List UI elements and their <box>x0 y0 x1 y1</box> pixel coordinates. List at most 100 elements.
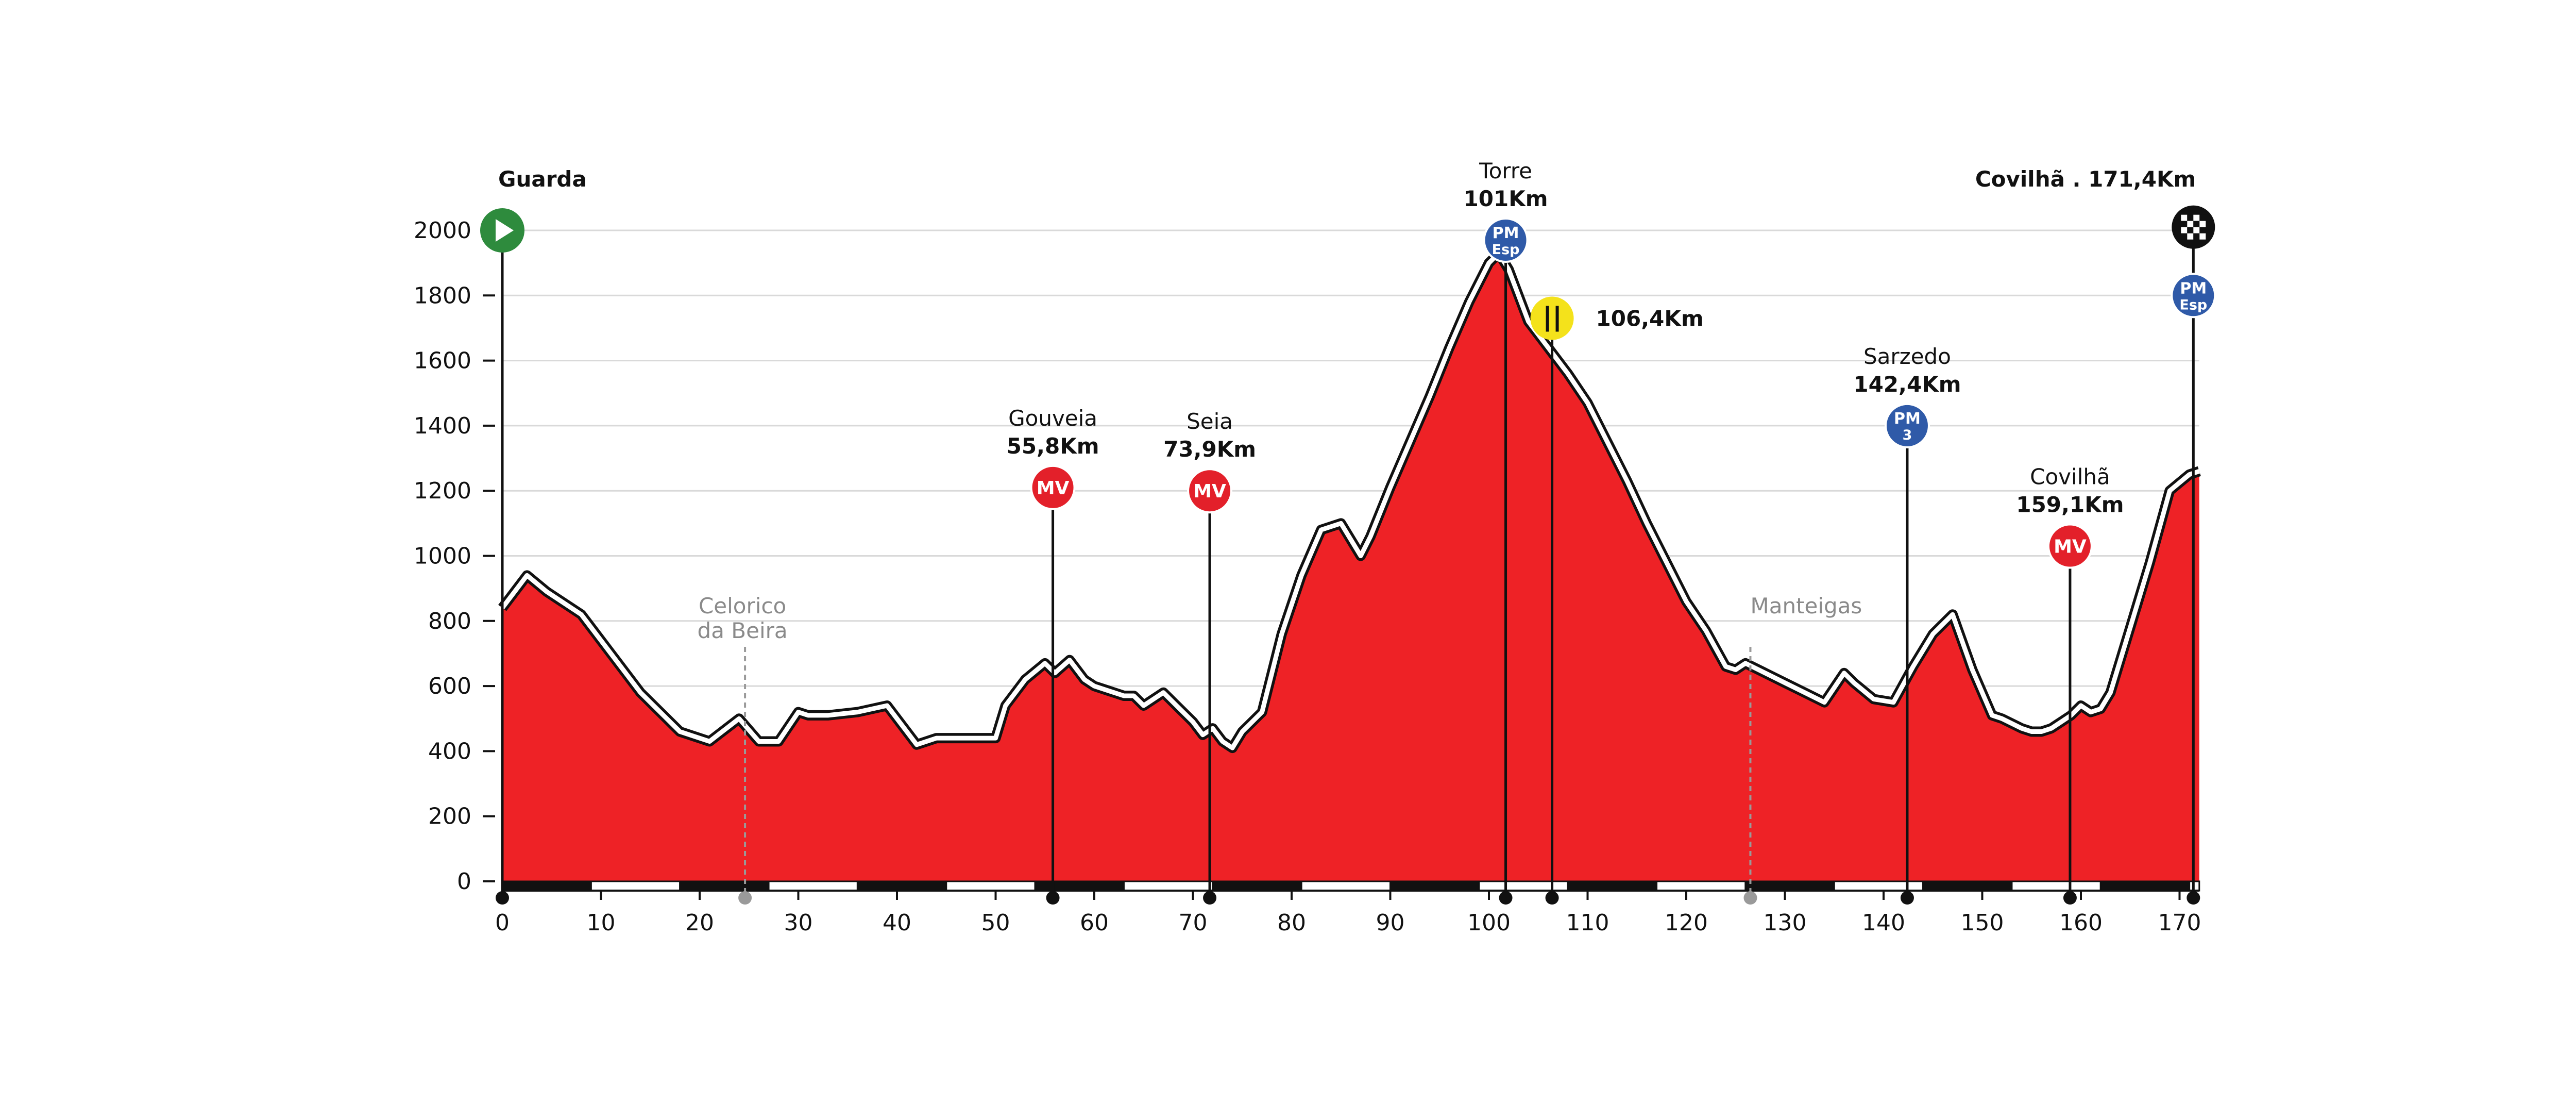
finish-checker-icon <box>2187 233 2194 240</box>
distance-bar-segment <box>501 880 592 892</box>
climb-name: Torre <box>1479 158 1532 183</box>
feed-zone-icon <box>1530 296 1574 340</box>
elevation-profile <box>498 248 2201 882</box>
finish-checker-icon <box>2181 233 2188 240</box>
sprint-name: Seia <box>1187 409 1233 434</box>
distance-bar-segment <box>856 880 947 892</box>
finish-checker-icon <box>2193 221 2200 227</box>
finish-checker-icon <box>2181 227 2188 233</box>
finish-label: Covilhã . 171,4Km <box>1975 166 2196 192</box>
x-tick-label: 90 <box>1376 910 1405 936</box>
finish-dot <box>2187 891 2200 905</box>
town-dot <box>738 891 752 905</box>
x-tick-label: 0 <box>495 910 510 936</box>
finish-checker-icon <box>2193 233 2200 240</box>
distance-bar-segment <box>1833 880 1924 892</box>
y-tick-label: 0 <box>457 868 471 895</box>
x-tick-label: 30 <box>784 910 813 936</box>
x-tick-label: 160 <box>2059 910 2103 936</box>
distance-bar-segment <box>679 880 770 892</box>
climb-badge-category: 3 <box>1903 427 1912 443</box>
finish-checker-icon <box>2187 221 2194 227</box>
y-tick-label: 400 <box>428 738 471 764</box>
x-tick-label: 20 <box>685 910 714 936</box>
x-tick-label: 80 <box>1277 910 1306 936</box>
sprint-badge-icon <box>1030 464 1076 510</box>
sprint-badge-text: MV <box>1037 478 1070 499</box>
distance-bar-segment <box>1300 880 1391 892</box>
x-tick-label: 130 <box>1764 910 1807 936</box>
distance-bar-segment <box>2011 880 2102 892</box>
distance-bar-segment <box>1478 880 1569 892</box>
distance-bar-segment <box>945 880 1036 892</box>
sprint-dot <box>1203 891 1217 905</box>
sprint-km: 73,9Km <box>1163 437 1256 462</box>
finish-checker-icon <box>2199 233 2206 240</box>
feed-zone-km: 106,4Km <box>1596 306 1704 331</box>
finish-checker-icon <box>2199 221 2206 227</box>
sprint-km: 55,8Km <box>1007 433 1099 459</box>
finish-checker-icon <box>2181 214 2188 221</box>
town-dot <box>1743 891 1757 905</box>
profile-outline-inner <box>500 250 2200 750</box>
x-tick-label: 50 <box>981 910 1010 936</box>
finish-checker-icon <box>2187 214 2194 221</box>
climb-badge-icon <box>1884 403 1930 448</box>
sprint-badge-icon <box>1187 468 1233 514</box>
x-tick-label: 70 <box>1179 910 1208 936</box>
x-tick-label: 110 <box>1566 910 1609 936</box>
climb-dot <box>1900 891 1914 905</box>
distance-bar-segment <box>1212 880 1302 892</box>
start-label: Guarda <box>498 166 587 192</box>
climb-name: Sarzedo <box>1863 344 1951 369</box>
town-label: Celorico <box>699 593 786 618</box>
finish-checker-icon <box>2199 227 2206 233</box>
distance-bar-segment <box>1744 880 1835 892</box>
distance-bar-segment <box>768 880 858 892</box>
y-tick-label: 800 <box>428 608 471 634</box>
y-tick-label: 1000 <box>414 543 471 570</box>
feed-zone-dot <box>1545 891 1559 905</box>
finish-checker-icon <box>2193 227 2200 233</box>
sprint-badge-icon <box>2047 523 2093 569</box>
distance-bar-segment <box>1123 880 1214 892</box>
y-tick-label: 1600 <box>414 348 471 374</box>
y-tick-label: 2000 <box>414 218 471 244</box>
sprint-km: 159,1Km <box>2016 492 2124 517</box>
elevation-fill <box>502 253 2199 882</box>
x-tick-label: 100 <box>1467 910 1511 936</box>
finish-checker-icon <box>2181 221 2188 227</box>
sprint-dot <box>2063 891 2077 905</box>
y-tick-label: 200 <box>428 804 471 830</box>
distance-bar-segment <box>590 880 681 892</box>
finish-checker-icon <box>2193 214 2200 221</box>
sprint-badge-text: MV <box>1193 481 1226 502</box>
climb-badge-icon <box>2171 273 2216 319</box>
distance-bar-segment <box>1389 880 1480 892</box>
climb-km: 101Km <box>1464 186 1548 211</box>
distance-bar-segment <box>1034 880 1125 892</box>
distance-bar-segment <box>1656 880 1747 892</box>
y-tick-label: 1400 <box>414 413 471 439</box>
town-label: Manteigas <box>1750 593 1862 618</box>
sprint-badge-text: MV <box>2054 537 2087 558</box>
climb-badge-text: PM <box>1493 224 1519 242</box>
climb-badge-text: PM <box>1894 410 1921 428</box>
distance-bar-segment <box>1922 880 2013 892</box>
distance-bar-segment <box>1567 880 1658 892</box>
start-arrow-icon <box>496 219 514 242</box>
x-tick-label: 10 <box>587 910 616 936</box>
climb-badge-category: Esp <box>2179 297 2207 313</box>
climb-dot <box>1499 891 1513 905</box>
x-tick-label: 40 <box>883 910 911 936</box>
y-tick-label: 1200 <box>414 478 471 504</box>
finish-checker-icon <box>2187 227 2194 233</box>
y-tick-label: 600 <box>428 673 471 699</box>
axes: 0 200 400 600 800 1000 1200 1400 1600 1800 2000 0 10… <box>414 218 2201 936</box>
distance-bar-segment <box>2099 880 2191 892</box>
climb-badge-category: Esp <box>1492 242 1520 258</box>
finish-checker-icon <box>2199 214 2206 221</box>
start-dot <box>496 891 509 905</box>
